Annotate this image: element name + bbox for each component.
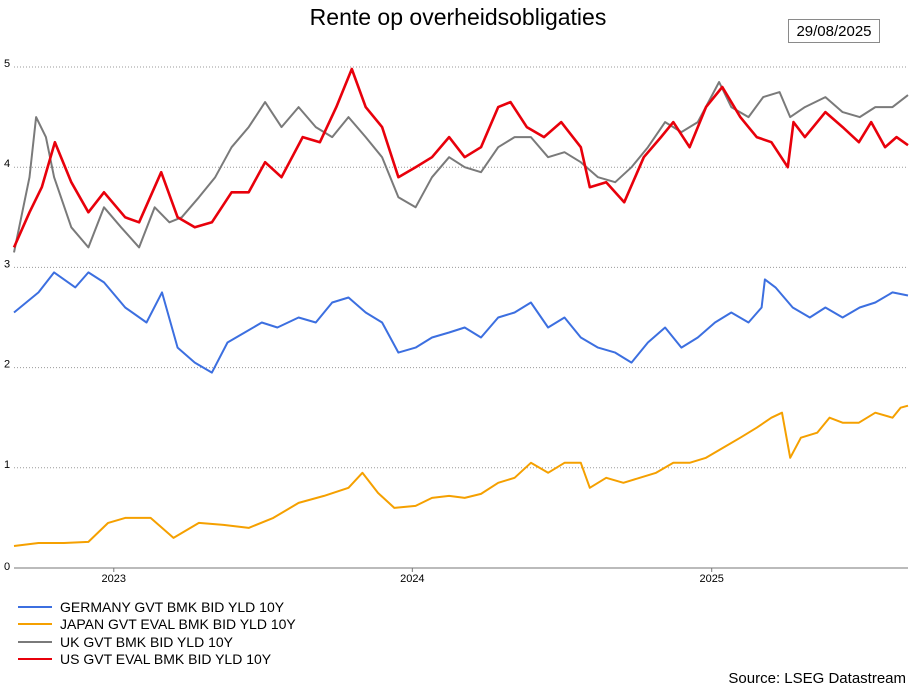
legend-label: US GVT EVAL BMK BID YLD 10Y — [60, 651, 272, 668]
axes: 0 1 2 3 4 5 2023 2024 2025 — [4, 58, 908, 585]
gridlines — [14, 66, 908, 469]
series-line-germany — [13, 271, 909, 374]
y-tick-label: 5 — [4, 58, 10, 70]
legend-swatch — [18, 640, 52, 643]
y-tick-label: 3 — [4, 258, 10, 270]
y-tick-label: 0 — [4, 561, 10, 573]
x-tick-label: 2023 — [102, 573, 126, 585]
legend-swatch — [18, 658, 52, 661]
y-tick-label: 4 — [4, 158, 10, 170]
legend-item: US GVT EVAL BMK BID YLD 10Y — [18, 651, 296, 669]
series-lines — [12, 67, 909, 547]
series-line-japan — [13, 404, 909, 547]
source-note: Source: LSEG Datastream — [728, 670, 906, 687]
legend-label: GERMANY GVT BMK BID YLD 10Y — [60, 598, 285, 615]
legend-item: JAPAN GVT EVAL BMK BID YLD 10Y — [18, 616, 296, 634]
legend-item: GERMANY GVT BMK BID YLD 10Y — [18, 598, 296, 616]
legend-swatch — [18, 605, 52, 608]
legend: GERMANY GVT BMK BID YLD 10Y JAPAN GVT EVA… — [18, 598, 296, 668]
line-chart: 0 1 2 3 4 5 2023 2024 2025 — [4, 58, 909, 585]
series-line-uk — [13, 81, 909, 253]
legend-item: UK GVT BMK BID YLD 10Y — [18, 633, 296, 651]
x-tick-label: 2024 — [400, 573, 424, 585]
y-tick-label: 1 — [4, 459, 10, 471]
legend-swatch — [18, 623, 52, 626]
chart-title: Rente op overheidsobligaties — [309, 4, 607, 30]
y-tick-label: 2 — [4, 359, 10, 371]
legend-label: UK GVT BMK BID YLD 10Y — [60, 633, 233, 650]
date-label: 29/08/2025 — [788, 19, 880, 43]
x-tick-label: 2025 — [699, 573, 723, 585]
series-line-us — [12, 67, 909, 248]
legend-label: JAPAN GVT EVAL BMK BID YLD 10Y — [60, 616, 296, 633]
